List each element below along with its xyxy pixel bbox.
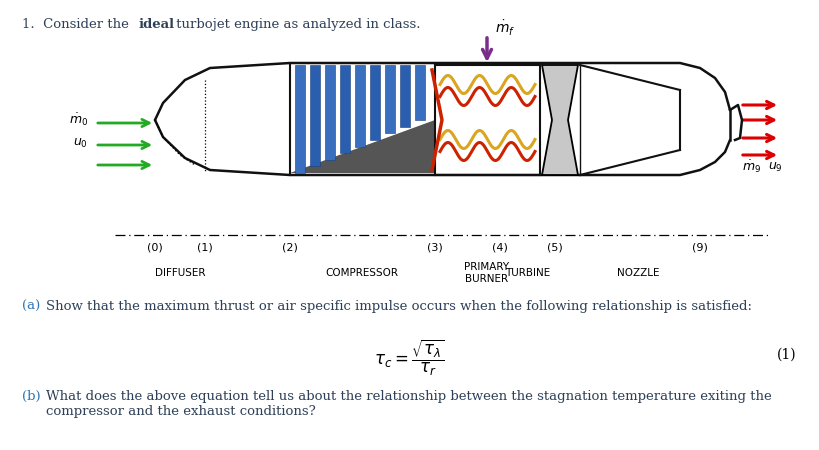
Text: (4): (4) bbox=[492, 243, 508, 253]
Bar bbox=[370, 65, 380, 140]
Bar bbox=[385, 65, 395, 133]
Text: PRIMARY
BURNER: PRIMARY BURNER bbox=[464, 262, 509, 284]
Bar bbox=[325, 65, 335, 160]
Text: COMPRESSOR: COMPRESSOR bbox=[325, 268, 399, 278]
Text: NOZZLE: NOZZLE bbox=[617, 268, 659, 278]
Text: DIFFUSER: DIFFUSER bbox=[155, 268, 206, 278]
Polygon shape bbox=[542, 65, 578, 175]
Text: (1): (1) bbox=[197, 243, 213, 253]
Text: (2): (2) bbox=[282, 243, 298, 253]
Text: Show that the maximum thrust or air specific impulse occurs when the following r: Show that the maximum thrust or air spec… bbox=[46, 300, 752, 313]
Text: $\dot{m}_f$: $\dot{m}_f$ bbox=[495, 18, 515, 37]
Text: (a): (a) bbox=[22, 300, 40, 313]
Bar bbox=[340, 65, 350, 153]
Text: (5): (5) bbox=[547, 243, 563, 253]
Text: $\dot{m}_9$: $\dot{m}_9$ bbox=[742, 159, 761, 176]
Text: ideal: ideal bbox=[139, 18, 175, 31]
Text: What does the above equation tell us about the relationship between the stagnati: What does the above equation tell us abo… bbox=[46, 390, 771, 418]
Bar bbox=[310, 65, 320, 166]
Text: (9): (9) bbox=[692, 243, 708, 253]
Bar bbox=[295, 65, 305, 173]
Text: (1): (1) bbox=[777, 348, 797, 362]
Text: (0): (0) bbox=[147, 243, 163, 253]
Bar bbox=[415, 65, 425, 120]
Text: (b): (b) bbox=[22, 390, 41, 403]
Text: $\tau_c = \dfrac{\sqrt{\tau_\lambda}}{\tau_r}$: $\tau_c = \dfrac{\sqrt{\tau_\lambda}}{\t… bbox=[373, 338, 444, 378]
Text: $\dot{m}_0$: $\dot{m}_0$ bbox=[69, 112, 88, 128]
Bar bbox=[355, 65, 365, 147]
Text: $u_0$: $u_0$ bbox=[73, 136, 88, 149]
Polygon shape bbox=[290, 120, 435, 173]
Text: 1.  Consider the: 1. Consider the bbox=[22, 18, 133, 31]
Text: turbojet engine as analyzed in class.: turbojet engine as analyzed in class. bbox=[172, 18, 420, 31]
Text: (3): (3) bbox=[428, 243, 443, 253]
Text: $u_9$: $u_9$ bbox=[768, 161, 783, 174]
Bar bbox=[400, 65, 410, 126]
Text: TURBINE: TURBINE bbox=[505, 268, 550, 278]
